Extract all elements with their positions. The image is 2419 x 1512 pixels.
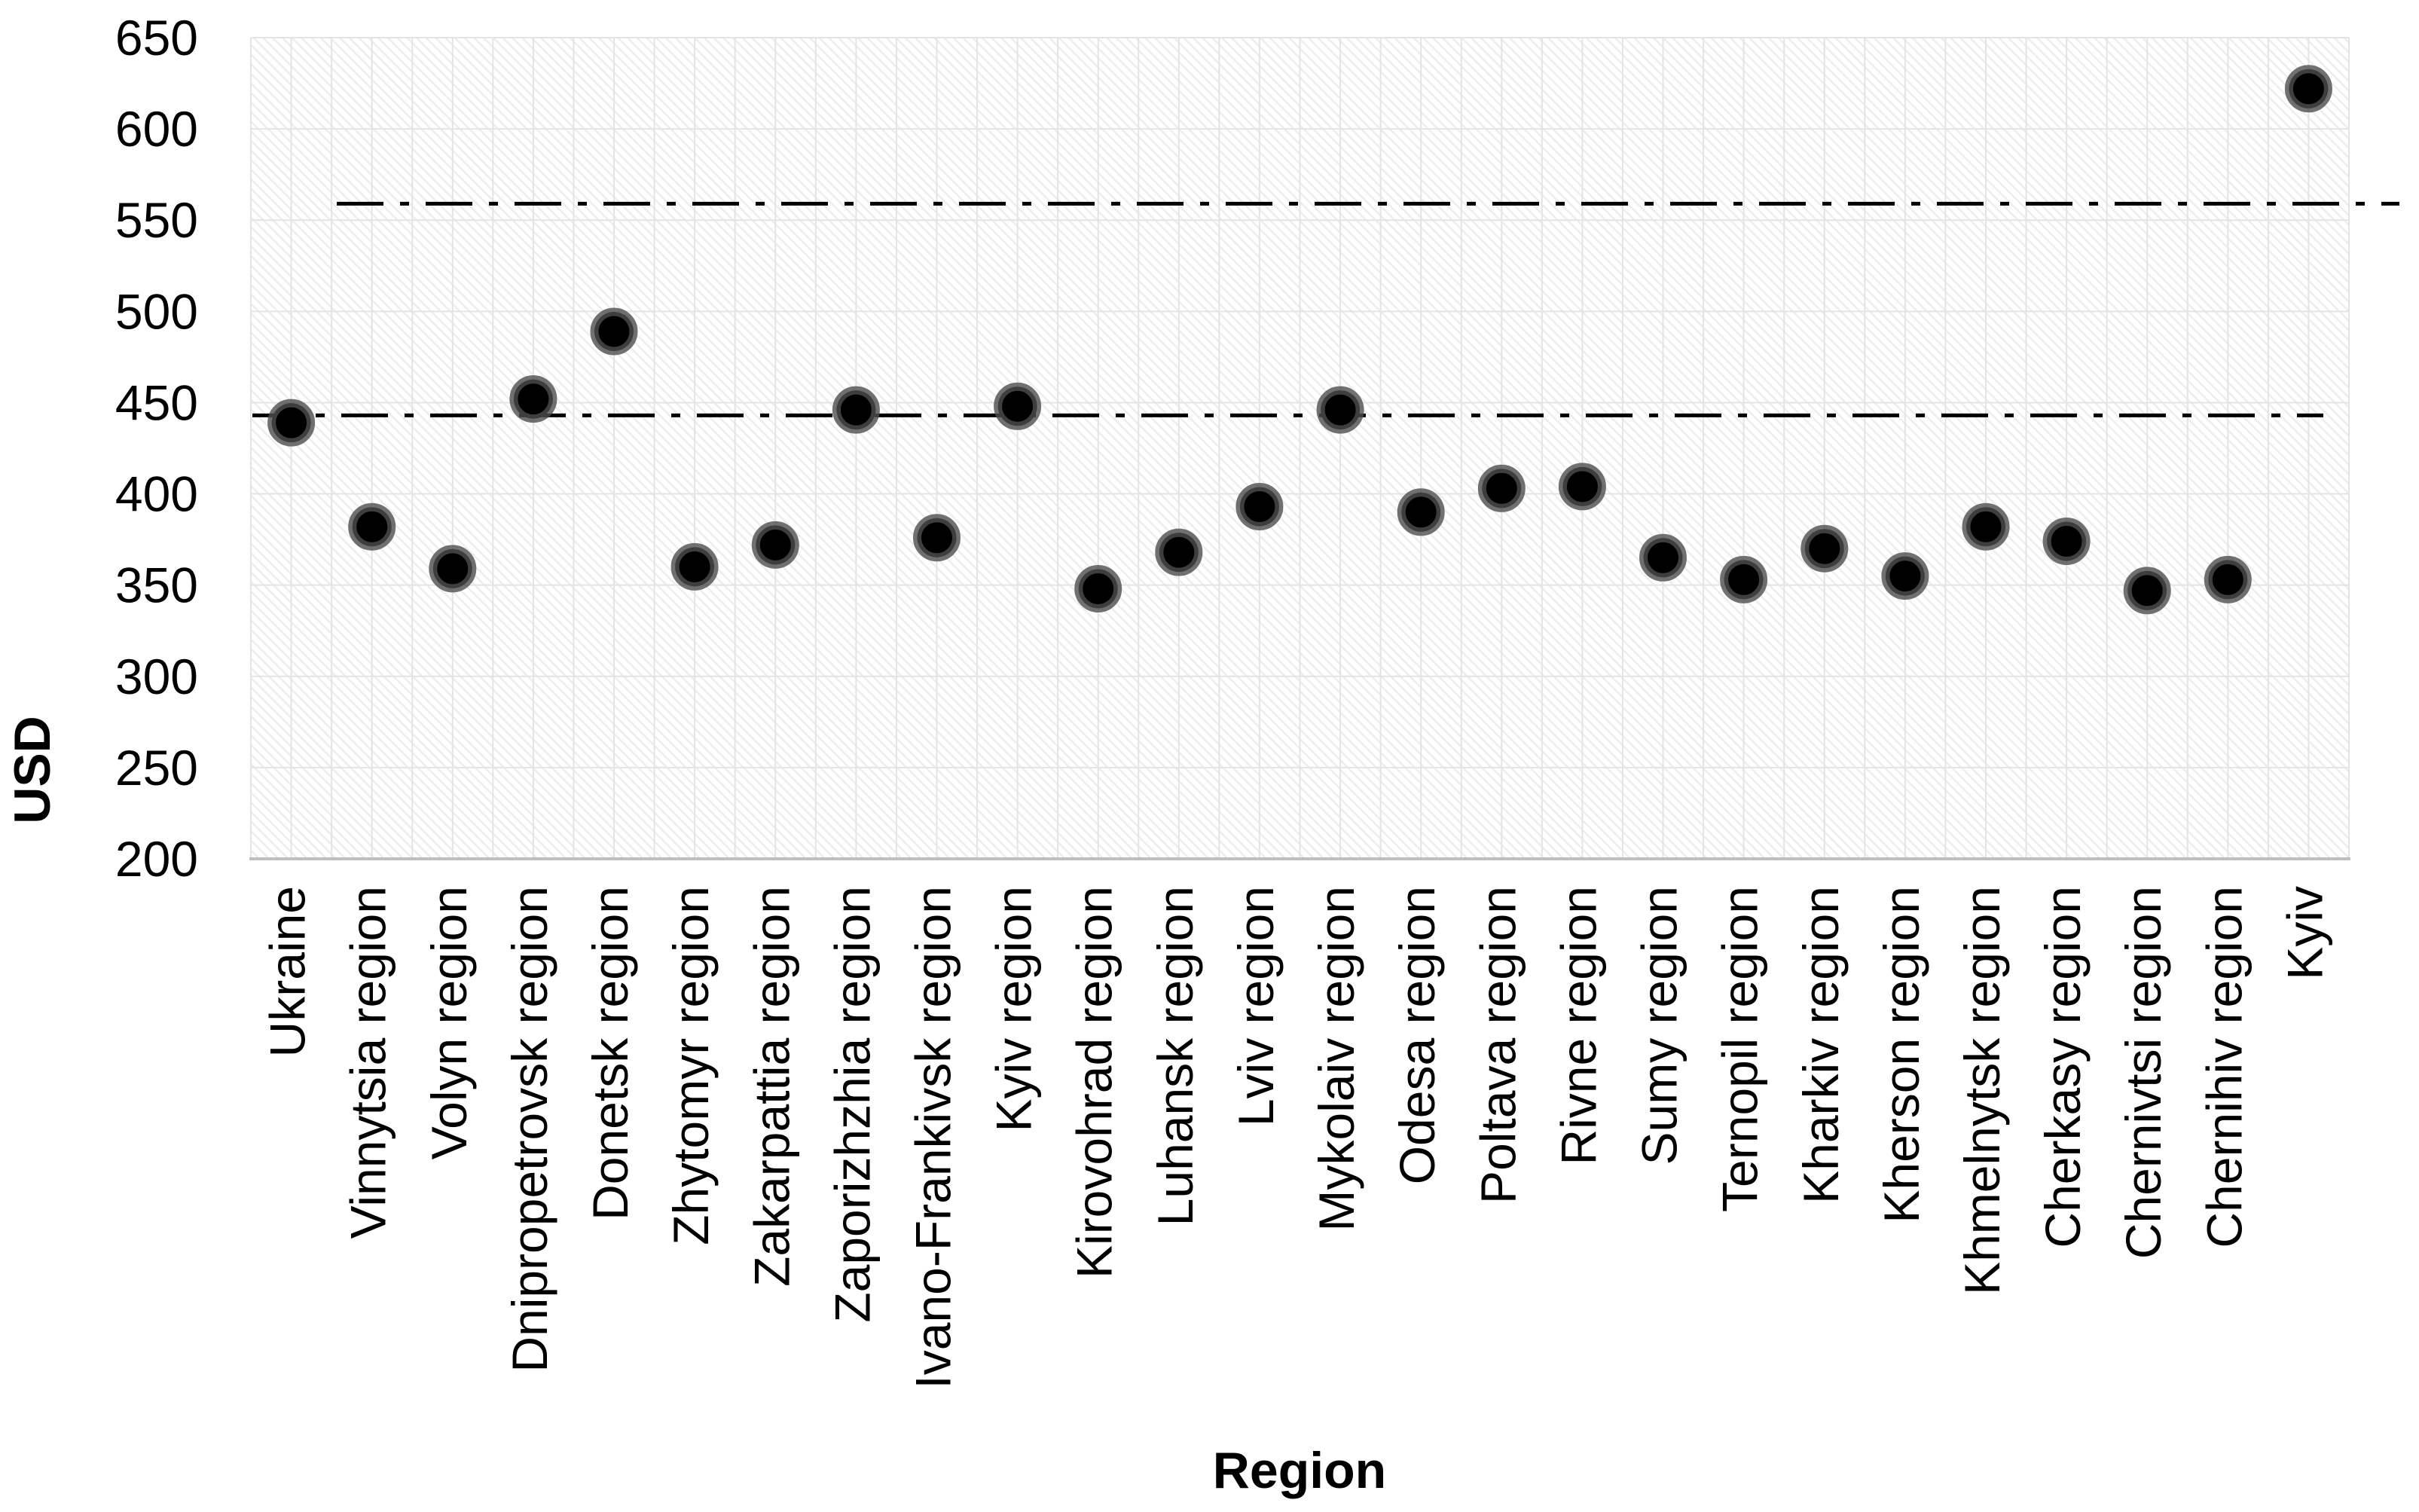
data-point-chernihiv-region <box>2204 555 2252 603</box>
data-points <box>267 65 2332 615</box>
x-tick-label: Chernihiv region <box>2196 886 2252 1248</box>
x-tick-label: Ivano-Frankivsk region <box>906 886 961 1389</box>
data-point-poltava-region <box>1477 464 1526 512</box>
data-point-donetsk-region <box>590 307 638 356</box>
data-point-chernivtsi-region <box>2123 567 2171 615</box>
x-tick-label: Cherkasy region <box>2035 886 2091 1248</box>
x-axis-tick-labels: Ukraine Vinnytsia region Volyn region Dnipr… <box>260 886 2333 1389</box>
data-point-kyiv <box>2284 65 2332 113</box>
x-tick-label: Kyiv <box>2277 886 2332 980</box>
y-tick-label: 600 <box>115 101 198 157</box>
x-tick-label: Zhytomyr region <box>663 886 719 1245</box>
data-point-zaporizhzhia-region <box>832 386 880 434</box>
x-tick-label: Kyiv region <box>986 886 1042 1132</box>
x-axis-title: Region <box>1213 1442 1386 1499</box>
y-tick-label: 300 <box>115 649 198 704</box>
data-point-odesa-region <box>1397 488 1445 536</box>
x-tick-label: Vinnytsia region <box>341 886 396 1239</box>
data-point-lviv-region <box>1235 483 1284 530</box>
reference-lines <box>252 201 2399 417</box>
data-point-sumy-region <box>1639 533 1687 582</box>
y-axis-tick-labels: 200 250 300 350 400 450 500 550 600 650 <box>115 10 198 887</box>
x-tick-label: Mykolaiv region <box>1309 886 1364 1232</box>
data-point-dnipropetrovsk-region <box>509 375 557 423</box>
x-tick-label: Chernivtsi region <box>2115 886 2171 1259</box>
data-point-vinnytsia-region <box>348 502 396 551</box>
y-tick-label: 500 <box>115 283 198 339</box>
y-tick-label: 400 <box>115 466 198 522</box>
y-tick-label: 450 <box>115 374 198 430</box>
data-point-zakarpattia-region <box>751 521 799 569</box>
x-tick-label: Rivne region <box>1550 886 1606 1165</box>
gridlines <box>249 37 2350 860</box>
y-tick-label: 350 <box>115 557 198 613</box>
data-point-cherkasy-region <box>2042 518 2091 565</box>
x-tick-label: Ukraine <box>260 886 316 1057</box>
data-point-luhansk-region <box>1155 528 1203 576</box>
data-point-kherson-region <box>1881 552 1929 600</box>
x-tick-label: Donetsk region <box>582 886 638 1220</box>
data-point-rivne-region <box>1558 463 1606 511</box>
data-point-kharkiv-region <box>1801 524 1849 573</box>
x-tick-label: Sumy region <box>1632 886 1687 1165</box>
data-point-zhytomyr-region <box>670 542 719 591</box>
x-tick-label: Lviv region <box>1228 886 1284 1126</box>
x-tick-label: Zaporizhzhia region <box>824 886 880 1323</box>
x-tick-label: Kharkiv region <box>1793 886 1849 1204</box>
data-point-kyiv-region <box>994 382 1042 430</box>
x-tick-label: Kirovohrad region <box>1067 886 1122 1278</box>
data-point-volyn-region <box>429 545 477 593</box>
y-tick-label: 200 <box>115 831 198 887</box>
y-tick-label: 650 <box>115 10 198 66</box>
x-tick-label: Dnipropetrovsk region <box>502 886 557 1373</box>
x-tick-label: Zakarpattia region <box>744 886 799 1287</box>
x-tick-label: Luhansk region <box>1147 886 1203 1226</box>
y-tick-label: 250 <box>115 740 198 796</box>
y-axis-title: USD <box>4 716 61 824</box>
x-tick-label: Ternopil region <box>1712 886 1768 1212</box>
x-tick-label: Odesa region <box>1389 886 1445 1184</box>
data-point-kirovohrad-region <box>1074 565 1122 612</box>
data-point-ternopil-region <box>1720 555 1768 603</box>
x-tick-label: Poltava region <box>1470 886 1526 1204</box>
data-point-mykolaiv-region <box>1316 386 1364 434</box>
data-point-ivano-frankivsk-region <box>913 514 961 562</box>
x-tick-label: Kherson region <box>1874 886 1929 1223</box>
y-tick-label: 550 <box>115 192 198 248</box>
data-point-khmelnytsk-region <box>1962 502 2010 551</box>
data-point-ukraine <box>267 399 316 447</box>
x-tick-label: Khmelnytsk region <box>1954 886 2010 1295</box>
x-tick-label: Volyn region <box>421 886 477 1159</box>
